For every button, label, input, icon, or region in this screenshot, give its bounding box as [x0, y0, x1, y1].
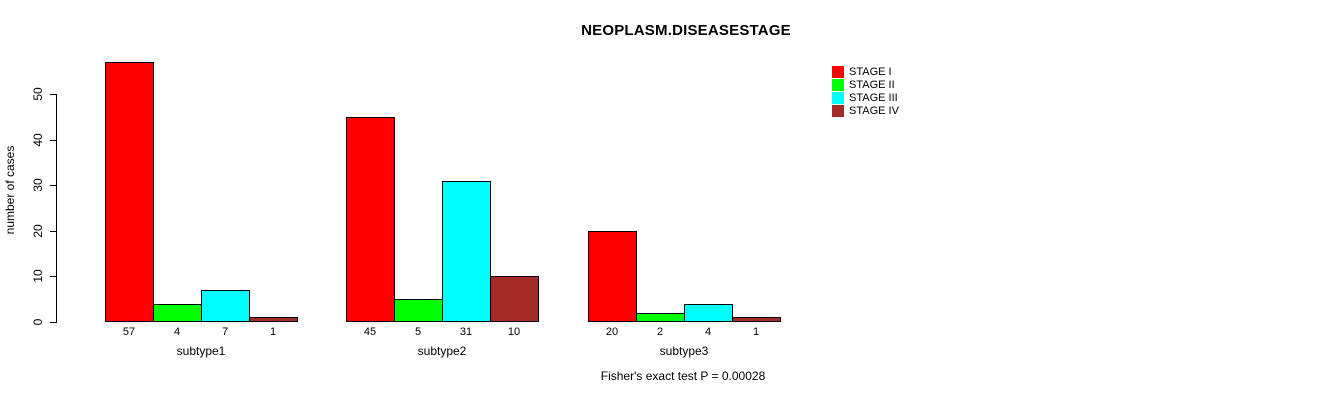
legend-swatch-icon: [832, 105, 844, 117]
y-tick: [50, 231, 56, 232]
legend-item: STAGE I: [832, 66, 899, 78]
bar-value-label: 31: [459, 326, 473, 338]
y-tick-label: 10: [31, 269, 45, 283]
bar-value-label: 2: [656, 326, 664, 338]
bar-stage-iii-subtype1: [201, 290, 250, 322]
legend-item: STAGE IV: [832, 105, 899, 117]
bar-value-label: 7: [221, 326, 229, 338]
chart-title: NEOPLASM.DISEASESTAGE: [581, 22, 791, 39]
bar-value-label: 1: [269, 326, 277, 338]
legend-label: STAGE I: [849, 66, 892, 78]
category-label-subtype3: subtype3: [659, 344, 709, 358]
bar-value-label: 45: [363, 326, 377, 338]
bar-stage-iii-subtype3: [684, 304, 733, 322]
y-tick: [50, 322, 56, 323]
y-tick-label: 20: [31, 224, 45, 238]
legend-swatch-icon: [832, 79, 844, 91]
legend-label: STAGE IV: [849, 105, 899, 117]
category-label-subtype1: subtype1: [176, 344, 226, 358]
y-tick-label: 50: [31, 87, 45, 101]
legend: STAGE I STAGE II STAGE III STAGE IV: [832, 66, 899, 118]
y-tick: [50, 94, 56, 95]
bar-value-label: 10: [507, 326, 521, 338]
bar-value-label: 4: [173, 326, 181, 338]
bar-value-label: 20: [605, 326, 619, 338]
legend-swatch-icon: [832, 66, 844, 78]
bar-value-label: 57: [122, 326, 136, 338]
footer-note: Fisher's exact test P = 0.00028: [600, 369, 766, 383]
category-label-subtype2: subtype2: [417, 344, 467, 358]
y-axis-line: [56, 94, 57, 323]
bar-stage-ii-subtype2: [394, 299, 443, 322]
y-tick-label: 30: [31, 178, 45, 192]
legend-item: STAGE II: [832, 79, 899, 91]
y-tick-label: 0: [31, 318, 45, 326]
legend-label: STAGE II: [849, 79, 895, 91]
bar-stage-iv-subtype2: [490, 276, 539, 322]
bar-stage-i-subtype2: [346, 117, 395, 322]
bar-stage-iii-subtype2: [442, 181, 491, 322]
bar-stage-i-subtype3: [588, 231, 637, 322]
bar-value-label: 5: [414, 326, 422, 338]
bar-stage-ii-subtype1: [153, 304, 202, 322]
bar-stage-iv-subtype3: [732, 317, 781, 322]
y-axis-label: number of cases: [3, 145, 17, 235]
y-tick: [50, 276, 56, 277]
bar-value-label: 1: [752, 326, 760, 338]
y-tick: [50, 185, 56, 186]
bar-stage-i-subtype1: [105, 62, 154, 322]
y-tick: [50, 140, 56, 141]
bar-stage-ii-subtype3: [636, 313, 685, 322]
y-tick-label: 40: [31, 133, 45, 147]
legend-swatch-icon: [832, 92, 844, 104]
legend-item: STAGE III: [832, 92, 899, 104]
bar-value-label: 4: [704, 326, 712, 338]
bar-stage-iv-subtype1: [249, 317, 298, 322]
legend-label: STAGE III: [849, 92, 898, 104]
